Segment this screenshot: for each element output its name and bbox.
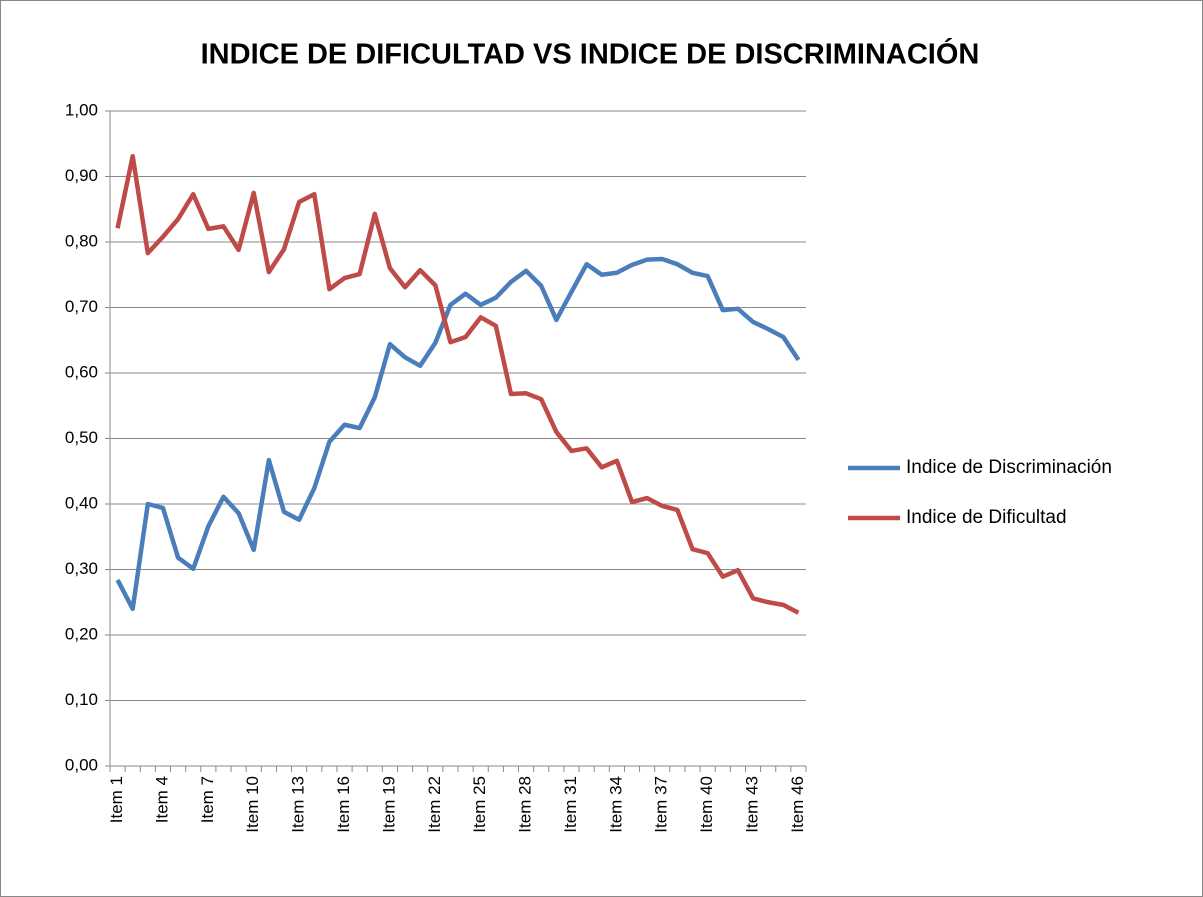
x-tick-label: Item 4 (152, 776, 171, 823)
y-tick-label: 0,50 (65, 428, 98, 447)
x-tick-label: Item 10 (243, 776, 262, 833)
x-tick-label: Item 28 (516, 776, 535, 833)
y-tick-label: 1,00 (65, 100, 98, 119)
x-tick-label: Item 13 (289, 776, 308, 833)
series-line (115, 256, 801, 612)
x-tick-label: Item 31 (561, 776, 580, 833)
x-tick-label: Item 43 (743, 776, 762, 833)
y-tick-label: 0,90 (65, 166, 98, 185)
x-tick-label: Item 7 (198, 776, 217, 823)
series-line (115, 153, 800, 615)
y-tick-label: 0,80 (65, 231, 98, 250)
y-tick-label: 0,00 (65, 755, 98, 774)
x-tick-label: Item 37 (652, 776, 671, 833)
y-tick-label: 0,20 (65, 624, 98, 643)
chart-title: INDICE DE DIFICULTAD VS INDICE DE DISCRI… (201, 37, 980, 71)
x-tick-label: Item 1 (107, 776, 126, 823)
y-tick-label: 0,30 (65, 559, 98, 578)
legend-label: Indice de Dificultad (906, 507, 1067, 528)
x-tick-label: Item 22 (425, 776, 444, 833)
x-tick-label: Item 46 (788, 776, 807, 833)
x-tick-label: Item 34 (606, 776, 625, 833)
x-tick-label: Item 40 (697, 776, 716, 833)
x-tick-label: Item 16 (334, 776, 353, 833)
x-tick-label: Item 25 (470, 776, 489, 833)
x-tick-label: Item 19 (379, 776, 398, 833)
y-tick-label: 0,40 (65, 493, 98, 512)
y-tick-label: 0,60 (65, 362, 98, 381)
legend-label: Indice de Discriminación (906, 457, 1112, 478)
y-tick-label: 0,10 (65, 690, 98, 709)
y-tick-label: 0,70 (65, 297, 98, 316)
